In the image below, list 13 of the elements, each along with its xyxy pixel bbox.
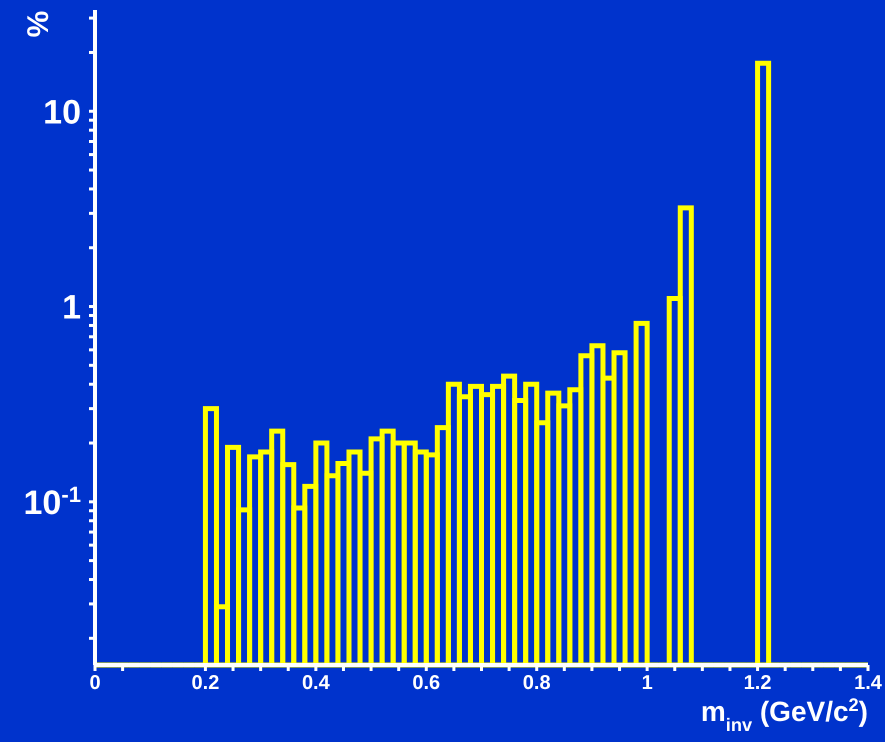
x-tick-label: 1: [642, 672, 653, 694]
y-tick-label: 1: [62, 288, 81, 327]
y-tick-label: 10$^{-1}$: [24, 481, 81, 522]
x-tick-label: 1.4: [854, 672, 883, 694]
x-tick-label: 0.8: [522, 672, 551, 694]
y-tick-label: 10: [43, 93, 81, 132]
x-tick-label: 0.4: [302, 672, 331, 694]
x-tick-label: 0.6: [412, 672, 440, 694]
x-tick-label: 0: [89, 672, 101, 694]
x-tick-label: 1.2: [744, 672, 772, 694]
y-axis-title: %: [22, 10, 55, 38]
x-axis-title: m$_{inv}$ (GeV/c$^{2}$): [700, 695, 868, 735]
x-tick-label: 0.2: [192, 672, 220, 694]
